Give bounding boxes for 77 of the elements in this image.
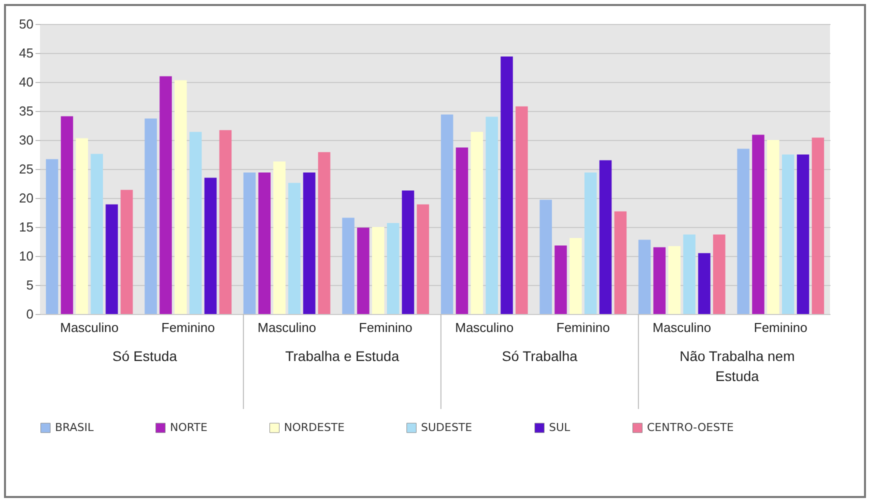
- bar: [46, 159, 58, 314]
- bar: [614, 211, 627, 314]
- bar: [796, 154, 810, 314]
- x-tick-label: Feminino: [754, 320, 808, 335]
- x-tick-label: Feminino: [556, 320, 610, 335]
- text: Só Estuda: [112, 348, 178, 364]
- bar: [752, 134, 764, 314]
- bar: [357, 228, 370, 314]
- bar: [372, 227, 384, 314]
- bar: [683, 234, 696, 314]
- bar: [456, 148, 468, 314]
- legend-label: SUL: [549, 420, 572, 434]
- bar: [258, 172, 271, 314]
- text: Trabalha e Estuda: [285, 348, 400, 364]
- bar: [76, 138, 88, 314]
- y-tick-label: 10: [19, 248, 34, 264]
- x-tick-label: Masculino: [258, 320, 316, 335]
- bar: [204, 178, 217, 314]
- bar: [440, 114, 454, 314]
- legend-label: BRASIL: [55, 420, 94, 434]
- y-tick-label: 15: [19, 220, 34, 234]
- bar: [599, 160, 612, 314]
- y-tick-label: 50: [19, 16, 34, 32]
- bar: [540, 200, 552, 314]
- legend-label: NORTE: [170, 420, 208, 434]
- bar: [554, 246, 567, 314]
- text: Não Trabalha nem Estuda: [680, 348, 795, 384]
- x-tick-label: Masculino: [455, 320, 514, 335]
- x-tick-label: Masculino: [652, 320, 712, 335]
- x-tick-label: Feminino: [161, 320, 215, 335]
- bar: [342, 218, 354, 314]
- bar: [782, 154, 794, 314]
- bar: [386, 222, 400, 314]
- bar: [668, 246, 681, 314]
- bar: [90, 154, 103, 314]
- bar: [288, 182, 300, 314]
- x-tick-label: Feminino: [358, 320, 412, 335]
- bar: [174, 80, 187, 314]
- y-tick-label: 45: [19, 46, 34, 60]
- bar: [318, 152, 330, 314]
- bar: [638, 240, 651, 314]
- bar: [584, 172, 597, 314]
- bar: [470, 132, 484, 314]
- y-tick-label: 0: [26, 306, 34, 322]
- bar: [713, 234, 726, 314]
- bar: [160, 76, 172, 314]
- y-tick-label: 25: [19, 162, 34, 176]
- y-tick-label: 40: [19, 74, 34, 90]
- bar: [402, 190, 414, 314]
- bar: [486, 116, 498, 314]
- bar: [698, 253, 710, 314]
- bar: [273, 161, 286, 314]
- bar: [144, 118, 157, 314]
- bar: [120, 190, 133, 314]
- bar: [106, 204, 118, 314]
- bar: [516, 106, 528, 314]
- bar: [219, 130, 232, 314]
- legend-label: SUDESTE: [421, 420, 472, 434]
- bar: [243, 172, 256, 314]
- bar: [812, 138, 824, 314]
- x-tick-label: Masculino: [60, 320, 119, 335]
- y-tick-label: 20: [19, 190, 34, 206]
- legend-label: NORDESTE: [284, 420, 345, 434]
- bar: [767, 140, 780, 314]
- bar: [60, 116, 74, 314]
- bar: [500, 56, 513, 314]
- y-tick-label: 5: [26, 278, 34, 292]
- text: Só Trabalha: [502, 348, 578, 364]
- bar: [570, 238, 582, 314]
- bar: [416, 204, 430, 314]
- legend-label: CENTRO-OESTE: [647, 420, 734, 434]
- bar: [737, 148, 750, 314]
- y-tick-label: 35: [19, 104, 34, 118]
- bar: [653, 247, 666, 314]
- bar: [189, 132, 202, 314]
- y-tick-label: 30: [19, 132, 34, 148]
- bar: [303, 172, 316, 314]
